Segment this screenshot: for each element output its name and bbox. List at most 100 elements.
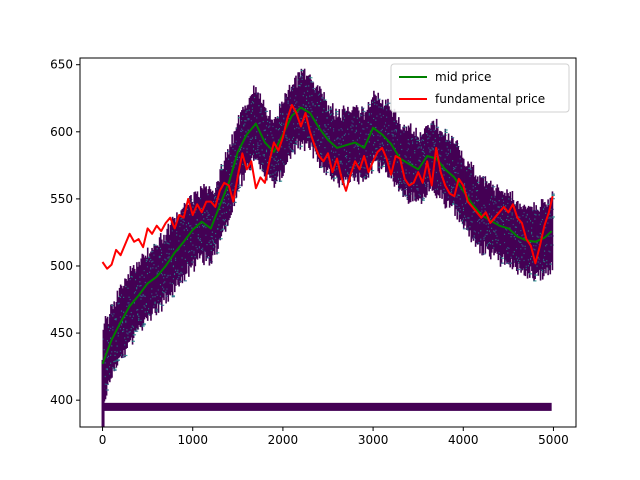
heatmap-level	[462, 228, 467, 230]
heatmap-column	[165, 234, 167, 304]
heatmap-column	[305, 75, 308, 144]
heatmap-column	[265, 115, 268, 181]
heatmap-column	[375, 95, 377, 161]
heatmap-column	[283, 102, 285, 173]
heatmap-column	[504, 192, 506, 265]
heatmap-level	[165, 295, 169, 297]
heatmap-column	[456, 140, 459, 220]
heatmap-column	[248, 97, 251, 171]
heatmap-level	[233, 197, 237, 199]
series-line-fundamental-price	[101, 104, 554, 270]
heatmap-level	[179, 280, 183, 282]
heatmap-column	[546, 206, 548, 268]
heatmap-column	[467, 161, 469, 231]
heatmap-level	[517, 268, 521, 271]
heatmap-column	[194, 191, 197, 267]
heatmap-column	[191, 201, 193, 266]
heatmap-column	[159, 233, 162, 303]
y-tick-label: 600	[50, 125, 73, 139]
heatmap-column	[524, 206, 527, 277]
heatmap-column	[273, 119, 276, 188]
heatmap-column	[501, 191, 504, 257]
heatmap-column	[157, 246, 160, 313]
heatmap-column	[295, 75, 297, 145]
heatmap-column	[496, 184, 499, 254]
heatmap-column	[199, 186, 202, 256]
heatmap-column	[310, 79, 312, 143]
heatmap-column	[506, 189, 508, 264]
heatmap-column	[193, 192, 196, 272]
heatmap-level	[183, 280, 187, 282]
heatmap-column	[432, 120, 435, 191]
heatmap-level	[444, 129, 448, 131]
heatmap-level	[219, 238, 223, 240]
heatmap-level	[155, 310, 159, 312]
heatmap-level	[224, 224, 229, 227]
heatmap-column	[209, 189, 212, 263]
heatmap-level	[404, 194, 408, 196]
heatmap-column	[370, 99, 373, 174]
heatmap-level	[191, 261, 195, 263]
legend-label: fundamental price	[435, 92, 545, 106]
heatmap-column	[160, 239, 163, 312]
heatmap-column	[445, 139, 448, 208]
heatmap-column	[526, 207, 529, 279]
axes: 0 1000 2000 3000 4000 5000 400 450 500 550 600 650	[50, 57, 577, 447]
heatmap-column	[250, 94, 253, 159]
heatmap-column	[330, 109, 333, 180]
heatmap-column	[172, 218, 175, 285]
heatmap-column	[462, 158, 465, 229]
heatmap-column	[430, 123, 433, 183]
heatmap-column	[452, 138, 454, 205]
heatmap-column	[316, 85, 319, 162]
heatmap-level	[105, 383, 109, 385]
heatmap-column	[549, 197, 552, 275]
heatmap-column	[239, 112, 242, 174]
heatmap-column	[497, 187, 500, 261]
heatmap-level	[320, 166, 324, 168]
heatmap-column	[181, 208, 184, 284]
heatmap-level	[122, 356, 126, 358]
heatmap-column	[511, 191, 514, 270]
y-tick-label: 500	[50, 259, 73, 273]
heatmap-column	[339, 117, 342, 181]
heatmap-column	[423, 128, 426, 197]
heatmap-column	[380, 103, 383, 170]
heatmap-column	[249, 96, 252, 171]
heatmap-column	[492, 184, 494, 249]
heatmap-level	[294, 143, 298, 146]
heatmap-column	[427, 125, 429, 182]
heatmap-column	[189, 195, 191, 267]
heatmap-column	[147, 256, 150, 316]
heatmap-column	[216, 181, 218, 255]
heatmap-level	[452, 202, 456, 205]
heatmap-column	[337, 116, 339, 184]
heatmap-column	[342, 105, 345, 184]
heatmap-column	[412, 134, 414, 202]
heatmap-column	[326, 111, 329, 171]
heatmap-level	[492, 186, 496, 188]
heatmap-level	[551, 198, 555, 200]
heatmap-column	[178, 216, 180, 287]
heatmap-level	[378, 161, 382, 163]
heatmap-column	[105, 318, 108, 396]
heatmap-column	[235, 127, 238, 198]
heatmap-level	[421, 197, 425, 199]
heatmap-column	[420, 135, 423, 204]
heatmap-column	[205, 186, 207, 262]
heatmap-column	[149, 253, 151, 316]
heatmap-level	[291, 151, 296, 153]
heatmap-column	[320, 88, 322, 168]
heatmap-level	[132, 334, 137, 336]
heatmap-level	[417, 139, 421, 141]
legend-box	[390, 63, 570, 113]
heatmap-level	[135, 330, 139, 332]
heatmap-level	[444, 131, 448, 134]
heatmap-level	[378, 166, 382, 168]
heatmap-column	[442, 135, 444, 194]
heatmap-level	[549, 263, 553, 265]
heatmap-column	[531, 206, 533, 272]
heatmap-column	[291, 84, 294, 152]
heatmap-column	[155, 245, 158, 316]
heatmap-column	[428, 127, 430, 192]
